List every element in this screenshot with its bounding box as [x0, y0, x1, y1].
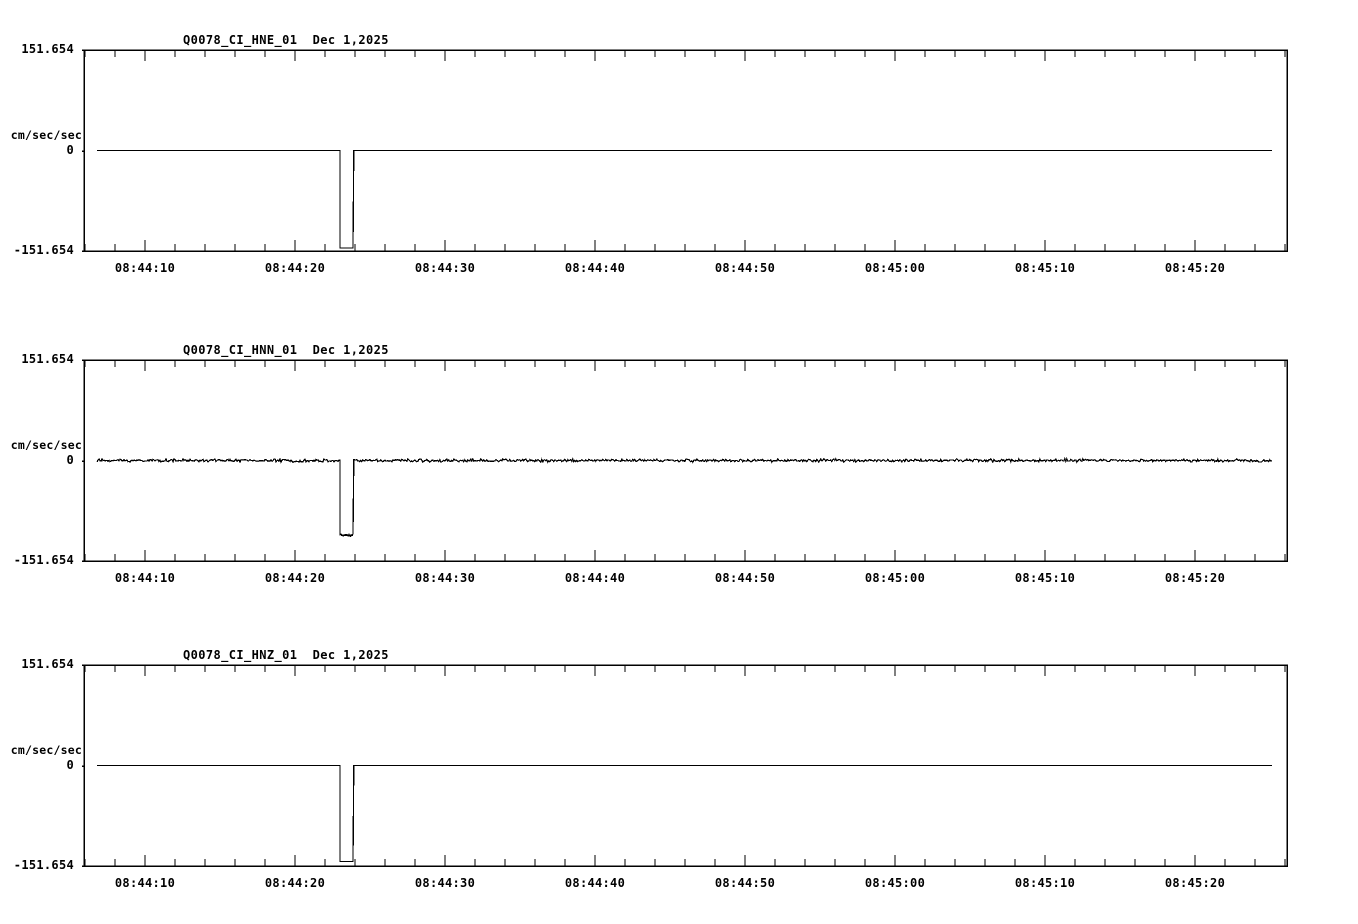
x-tick-label: 08:45:10 — [1014, 876, 1076, 890]
panel-title: Q0078_CI_HNZ_01 Dec 1,2025 — [183, 648, 389, 662]
x-tick-label: 08:44:30 — [414, 876, 476, 890]
x-tick-label: 08:45:00 — [864, 261, 926, 275]
x-tick-label: 08:44:30 — [414, 571, 476, 585]
y-tick-label: -151.654 — [13, 243, 74, 257]
waveform-trace — [97, 149, 1272, 249]
y-tick-label: 151.654 — [21, 657, 74, 671]
y-axis-unit-label: cm/sec/sec — [10, 128, 82, 142]
waveform-plot — [82, 359, 1288, 562]
x-tick-label: 08:44:10 — [114, 571, 176, 585]
x-tick-label: 08:45:00 — [864, 876, 926, 890]
y-tick-label: 151.654 — [21, 42, 74, 56]
y-axis-unit-label: cm/sec/sec — [10, 438, 82, 452]
x-tick-label: 08:45:00 — [864, 571, 926, 585]
x-tick-label: 08:44:20 — [264, 571, 326, 585]
x-tick-label: 08:44:50 — [714, 571, 776, 585]
x-tick-label: 08:44:10 — [114, 876, 176, 890]
waveform-plot — [82, 664, 1288, 867]
x-tick-label: 08:44:50 — [714, 261, 776, 275]
y-tick-label: 0 — [66, 453, 74, 467]
y-tick-label: 0 — [66, 758, 74, 772]
waveform-trace — [96, 457, 1272, 538]
y-tick-label: 151.654 — [21, 352, 74, 366]
x-tick-label: 08:44:40 — [564, 876, 626, 890]
y-tick-label: -151.654 — [13, 858, 74, 872]
y-tick-label: -151.654 — [13, 553, 74, 567]
y-tick-label: 0 — [66, 143, 74, 157]
panel-title: Q0078_CI_HNN_01 Dec 1,2025 — [183, 343, 389, 357]
x-tick-label: 08:45:20 — [1164, 261, 1226, 275]
x-tick-label: 08:45:20 — [1164, 571, 1226, 585]
waveform-plot — [82, 49, 1288, 252]
panel-title: Q0078_CI_HNE_01 Dec 1,2025 — [183, 33, 389, 47]
x-tick-label: 08:44:10 — [114, 261, 176, 275]
x-tick-label: 08:44:30 — [414, 261, 476, 275]
x-tick-label: 08:45:10 — [1014, 571, 1076, 585]
x-tick-label: 08:44:40 — [564, 571, 626, 585]
x-tick-label: 08:44:50 — [714, 876, 776, 890]
x-tick-label: 08:44:20 — [264, 261, 326, 275]
waveform-trace — [97, 764, 1272, 863]
y-axis-unit-label: cm/sec/sec — [10, 743, 82, 757]
x-tick-label: 08:44:40 — [564, 261, 626, 275]
x-tick-label: 08:45:20 — [1164, 876, 1226, 890]
x-tick-label: 08:45:10 — [1014, 261, 1076, 275]
x-tick-label: 08:44:20 — [264, 876, 326, 890]
